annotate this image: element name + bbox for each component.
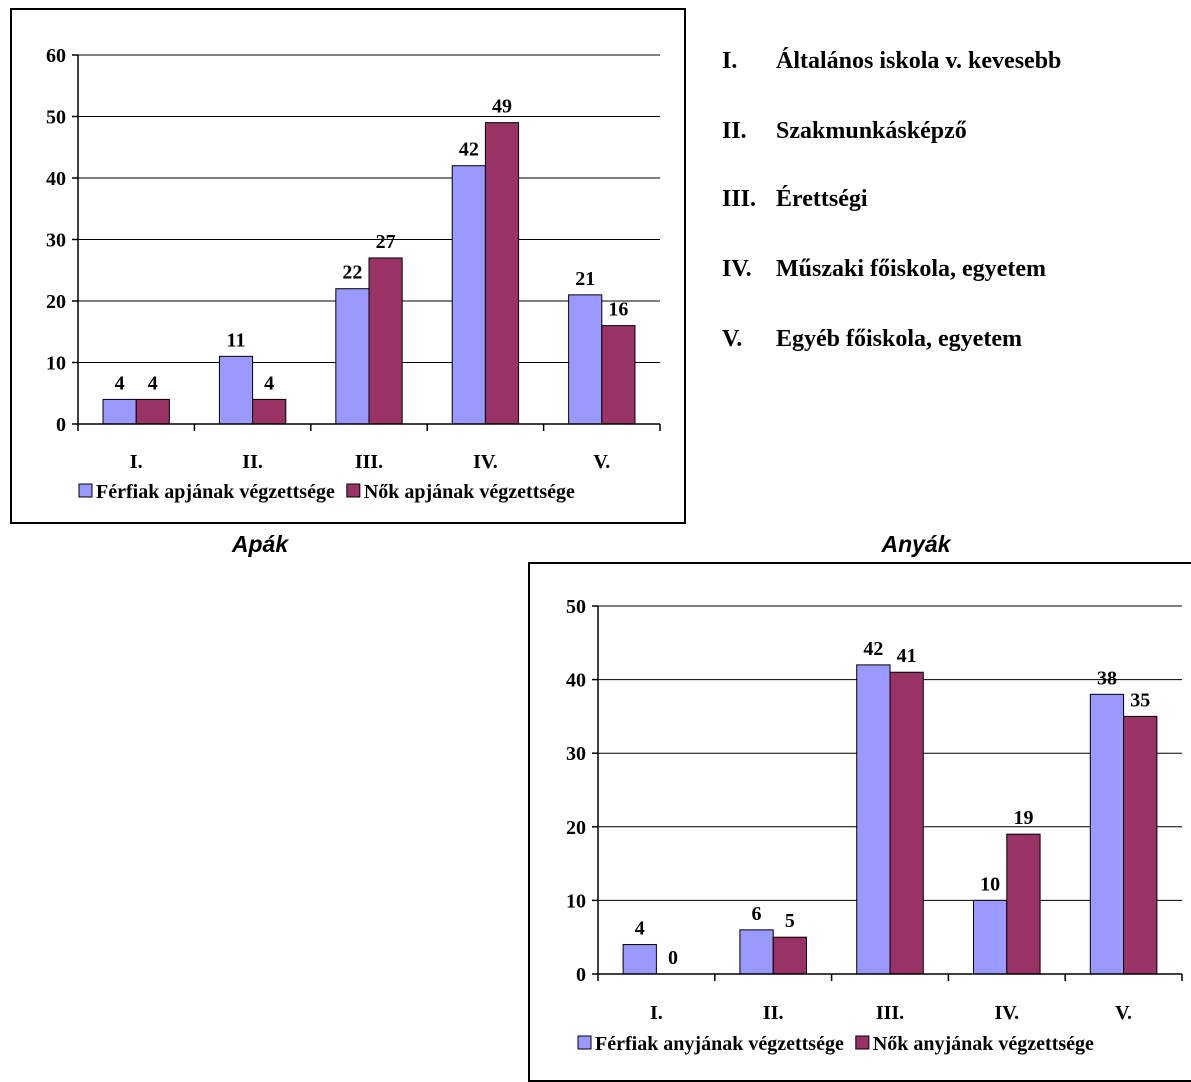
data-label: 4 — [115, 372, 125, 394]
x-tick-label: I. — [130, 451, 143, 473]
bar — [568, 294, 603, 425]
bar — [856, 664, 891, 975]
legend-label: Férfiak anyjának végzettsége — [595, 1033, 844, 1055]
data-label: 5 — [785, 910, 795, 932]
y-tick-label: 60 — [46, 45, 66, 67]
category-number: V. — [722, 326, 743, 352]
bar — [1123, 715, 1158, 975]
bar — [739, 929, 774, 975]
legend-swatch — [346, 483, 361, 498]
legend-label: Nők apjának végzettsége — [364, 481, 575, 503]
bar — [135, 398, 170, 425]
data-label: 41 — [897, 645, 917, 667]
category-legend-item: V. Egyéb főiskola, egyetem — [722, 326, 1061, 398]
category-description: Szakmunkásképző — [776, 118, 967, 144]
y-tick-label: 40 — [46, 168, 66, 190]
data-label: 4 — [148, 372, 158, 394]
legend-label: Férfiak apjának végzettsége — [96, 481, 335, 503]
category-description: Általános iskola v. kevesebb — [776, 48, 1062, 74]
chart-frame-apak — [10, 8, 686, 524]
bar — [451, 165, 486, 425]
bar — [484, 122, 520, 425]
y-tick-label: 20 — [46, 291, 66, 313]
category-description: Érettségi — [776, 186, 868, 212]
y-tick-label: 20 — [566, 817, 586, 839]
chart-caption-anyak: Anyák — [881, 531, 951, 557]
data-label: 22 — [342, 262, 362, 284]
x-tick-label: II. — [242, 451, 263, 473]
bar — [218, 355, 254, 425]
category-legend-item: IV. Műszaki főiskola, egyetem — [722, 256, 1061, 326]
data-label: 0 — [668, 947, 678, 969]
y-tick-label: 0 — [576, 964, 586, 986]
data-label: 16 — [608, 299, 628, 321]
bar — [1006, 833, 1041, 975]
category-description: Egyéb főiskola, egyetem — [776, 326, 1022, 352]
bar — [622, 944, 657, 975]
category-description: Műszaki főiskola, egyetem — [776, 256, 1046, 282]
data-label: 6 — [752, 903, 762, 925]
x-tick-label: II. — [763, 1002, 784, 1024]
legend-label: Nők anyjának végzettsége — [873, 1033, 1094, 1055]
data-label: 21 — [575, 268, 595, 290]
category-number: III. — [722, 186, 757, 212]
data-label: 4 — [264, 372, 274, 394]
x-tick-label: IV. — [473, 451, 498, 473]
category-legend-item: I. Általános iskola v. kevesebb — [722, 48, 1061, 118]
x-tick-label: I. — [650, 1002, 663, 1024]
y-tick-label: 0 — [56, 414, 66, 436]
category-legend-item: II. Szakmunkásképző — [722, 118, 1061, 186]
y-tick-label: 40 — [566, 670, 586, 692]
category-number: I. — [722, 48, 738, 74]
bar — [973, 899, 1008, 975]
data-label: 4 — [635, 918, 645, 940]
category-number: II. — [722, 118, 747, 144]
legend-swatch — [577, 1035, 592, 1050]
chart-caption-apak: Apák — [231, 531, 289, 557]
data-label: 49 — [492, 96, 512, 118]
bar — [1089, 693, 1125, 975]
data-label: 38 — [1097, 667, 1117, 689]
bar — [102, 398, 137, 425]
data-label: 11 — [227, 329, 246, 351]
y-tick-label: 10 — [566, 890, 586, 912]
data-label: 10 — [980, 873, 1000, 895]
data-label: 42 — [459, 139, 479, 161]
bar — [601, 325, 636, 425]
y-tick-label: 50 — [566, 596, 586, 618]
x-tick-label: III. — [355, 451, 383, 473]
bar — [368, 257, 403, 425]
bar — [889, 671, 924, 975]
y-tick-label: 10 — [46, 353, 66, 375]
y-tick-label: 30 — [46, 230, 66, 252]
category-legend-item: III. Érettségi — [722, 186, 1061, 256]
data-label: 35 — [1130, 689, 1150, 711]
legend-swatch — [78, 483, 93, 498]
x-tick-label: V. — [1115, 1002, 1132, 1024]
x-tick-label: V. — [593, 451, 610, 473]
data-label: 27 — [376, 231, 396, 253]
legend-swatch — [855, 1035, 870, 1050]
x-tick-label: IV. — [994, 1002, 1019, 1024]
y-tick-label: 50 — [46, 107, 66, 129]
bar — [772, 936, 807, 975]
category-legend: I. Általános iskola v. kevesebb II. Szakmu… — [722, 48, 1061, 398]
category-number: IV. — [722, 256, 752, 282]
x-tick-label: III. — [876, 1002, 904, 1024]
data-label: 42 — [863, 638, 883, 660]
y-tick-label: 30 — [566, 743, 586, 765]
data-label: 19 — [1013, 807, 1033, 829]
